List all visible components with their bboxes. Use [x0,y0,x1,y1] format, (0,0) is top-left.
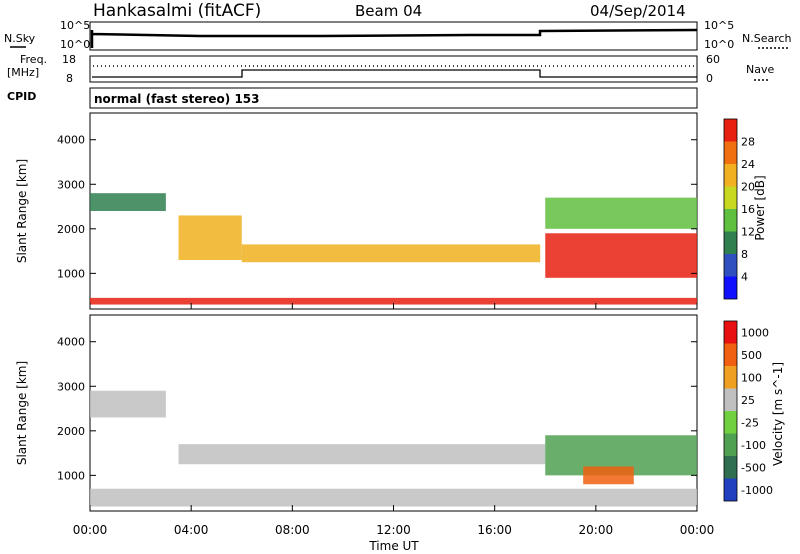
velocity-band-0 [90,390,166,418]
velocity-colorbar-tick-7: -1000 [741,484,773,497]
velocity-colorbar-tick-4: -25 [741,416,759,429]
velocity-colorbar-swatch-2 [724,433,737,456]
station-title: Hankasalmi (fitACF) [93,1,261,21]
noise-tick-top: 10^5 [60,19,90,32]
power-band-2 [178,215,242,260]
x-tick-2: 08:00 [275,523,310,537]
x-tick-5: 20:00 [579,523,614,537]
power-colorbar-tick-1: 8 [741,248,748,261]
velocity-colorbar-tick-1: 500 [741,349,762,362]
velocity-y-axis-label: Slant Range [km] [15,361,29,465]
velocity-colorbar-swatch-0 [724,478,737,501]
power-colorbar-swatch-2 [724,231,737,254]
freq-panel: 18 8 60 0 Freq. [MHz] Nave [7,53,774,85]
power-band-3 [241,244,541,263]
noise-trace [90,28,698,48]
power-y-tick-2: 3000 [57,178,85,191]
velocity-colorbar-tick-5: -100 [741,439,766,452]
power-colorbar: 4 8 12 16 20 24 28 Power [dB] [723,118,767,300]
power-colorbar-tick-2: 12 [741,226,755,239]
velocity-colorbar-swatch-7 [724,321,737,344]
velocity-colorbar: 1000 500 100 25 -25 -100 -500 -1000 Velocity [m… [723,320,785,502]
noise-tick-bottom-right: 10^0 [704,38,734,51]
power-colorbar-label: Power [dB] [753,175,767,240]
velocity-colorbar-swatch-6 [724,343,737,366]
velocity-band-2 [178,444,546,465]
freq-label-line2: [MHz] [7,66,39,79]
power-colorbar-tick-0: 4 [741,271,748,284]
power-colorbar-swatch-7 [724,119,737,142]
power-y-tick-0: 1000 [57,267,85,280]
velocity-band-4 [583,466,634,485]
x-tick-6: 00:00 [680,523,715,537]
power-colorbar-tick-4: 20 [741,181,755,194]
velocity-y-tick-3: 4000 [57,336,85,349]
x-tick-4: 16:00 [477,523,512,537]
noise-tick-top-right: 10^5 [704,19,734,32]
power-panel: 1000 2000 3000 4000 Slant Range [km] [15,112,698,310]
freq-tick-top: 18 [62,53,76,66]
velocity-colorbar-swatch-1 [724,456,737,479]
cpid-panel: CPID normal (fast stereo) 153 [7,87,698,109]
velocity-colorbar-swatch-4 [724,388,737,411]
power-colorbar-swatch-3 [724,209,737,232]
freq-trace [92,69,697,78]
noise-panel: 10^5 10^0 10^5 10^0 N.Sky N.Search [4,19,792,51]
x-axis-label: Time UT [368,539,419,553]
nave-label: Nave [746,63,774,76]
power-band-1 [90,297,697,305]
power-band-5 [545,197,697,229]
velocity-y-tick-2: 3000 [57,380,85,393]
freq-tick-bottom: 8 [66,72,73,85]
cpid-text: normal (fast stereo) 153 [94,92,260,106]
power-y-axis-label: Slant Range [km] [15,159,29,263]
velocity-colorbar-tick-2: 100 [741,371,762,384]
power-colorbar-swatch-1 [724,254,737,277]
freq-label-line1: Freq. [20,53,47,66]
power-band-4 [545,233,697,278]
power-colorbar-tick-6: 28 [741,136,755,149]
power-colorbar-swatch-4 [724,186,737,209]
noise-tick-bottom: 10^0 [60,38,90,51]
power-band-0 [90,193,166,211]
power-colorbar-swatch-0 [724,276,737,299]
x-tick-3: 12:00 [376,523,411,537]
velocity-colorbar-tick-3: 25 [741,394,755,407]
power-colorbar-swatch-5 [724,164,737,187]
velocity-colorbar-tick-0: 1000 [741,326,769,339]
velocity-panel: 1000 2000 3000 4000 Slant Range [km] [15,314,698,512]
beam-title: Beam 04 [355,2,422,20]
velocity-y-tick-0: 1000 [57,469,85,482]
x-tick-1: 04:00 [174,523,209,537]
velocity-colorbar-label: Velocity [m s^-1] [771,362,785,466]
nsearch-label: N.Search [742,32,792,45]
velocity-colorbar-swatch-5 [724,366,737,389]
power-y-ticks: 1000 2000 3000 4000 [57,134,697,280]
nsky-label: N.Sky [4,32,36,45]
power-y-tick-3: 4000 [57,134,85,147]
nave-tick-top: 60 [706,53,720,66]
velocity-heatmap-cells [90,390,697,507]
time-axis: 00:00 04:00 08:00 12:00 16:00 20:00 00:00 [73,303,715,537]
date-title: 04/Sep/2014 [590,2,686,20]
power-y-tick-1: 2000 [57,223,85,236]
nave-tick-bottom: 0 [706,72,713,85]
power-colorbar-tick-5: 24 [741,158,755,171]
velocity-y-tick-1: 2000 [57,425,85,438]
velocity-band-1 [90,488,697,507]
x-tick-0: 00:00 [73,523,108,537]
cpid-label: CPID [7,90,36,103]
velocity-y-ticks: 1000 2000 3000 4000 [57,336,697,482]
velocity-colorbar-tick-6: -500 [741,461,766,474]
velocity-colorbar-swatch-3 [724,411,737,434]
power-heatmap-cells [90,193,697,305]
power-colorbar-swatch-6 [724,141,737,164]
power-colorbar-tick-3: 16 [741,203,755,216]
